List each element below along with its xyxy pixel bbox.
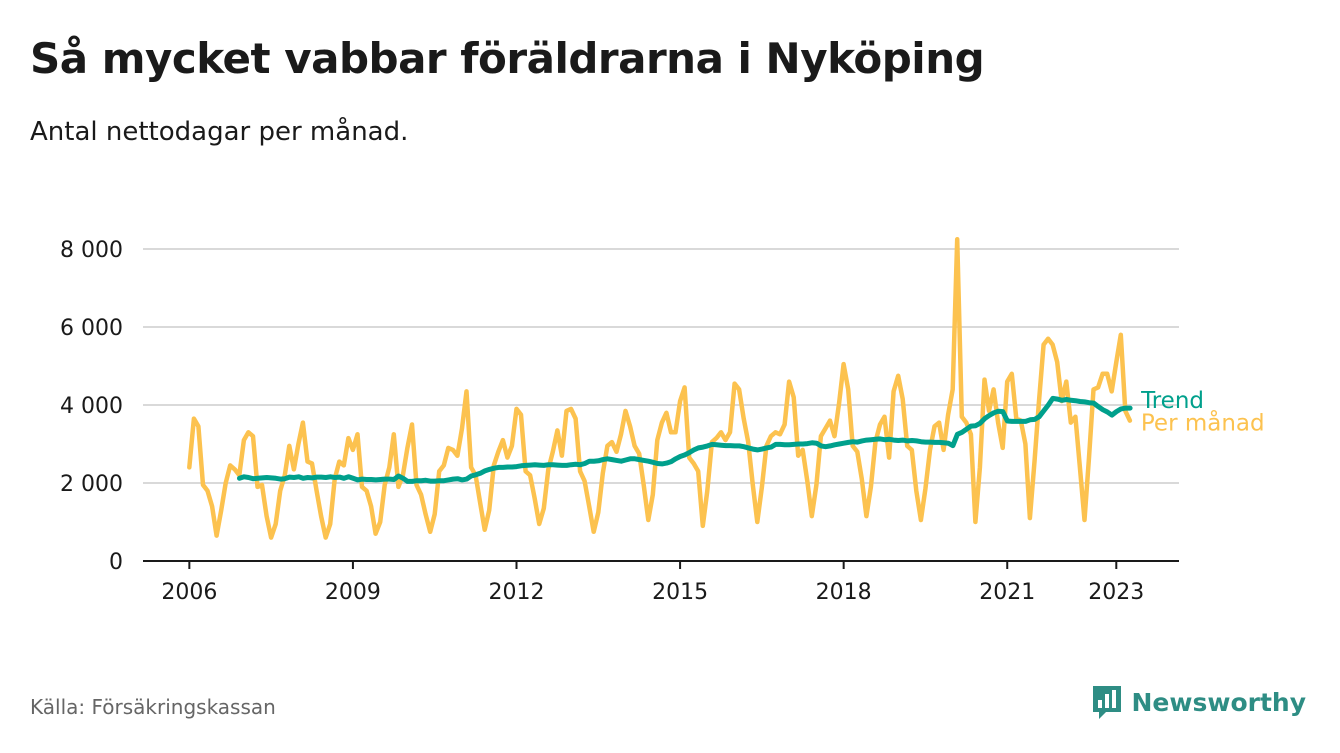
y-tick-label: 2 000 [60,472,123,497]
brand-name: Newsworthy [1131,687,1307,717]
y-tick-label: 6 000 [60,316,123,341]
chart-subtitle: Antal nettodagar per månad. [30,117,409,147]
y-tick-label: 4 000 [60,394,123,419]
x-tick-label: 2015 [652,580,708,605]
series-line-per-manad [187,237,1133,540]
x-tick-label: 2018 [816,580,872,605]
series-line-trend [237,395,1133,484]
x-tick-label: 2023 [1088,580,1144,605]
x-tick-label: 2009 [325,580,381,605]
newsworthy-logo-icon [1092,686,1121,719]
chart-title: Så mycket vabbar föräldrarna i Nyköping [30,34,985,83]
x-tick-label: 2012 [489,580,545,605]
brand-logo: Newsworthy [1090,683,1307,721]
y-tick-label: 8 000 [60,238,123,263]
x-tick-label: 2006 [161,580,217,605]
series-label-trend: Trend [1140,388,1204,414]
source-note: Källa: Försäkringskassan [30,695,276,719]
x-tick-label: 2021 [979,580,1035,605]
y-tick-label: 0 [109,550,123,575]
series-label-per-manad: Per månad [1141,409,1265,437]
